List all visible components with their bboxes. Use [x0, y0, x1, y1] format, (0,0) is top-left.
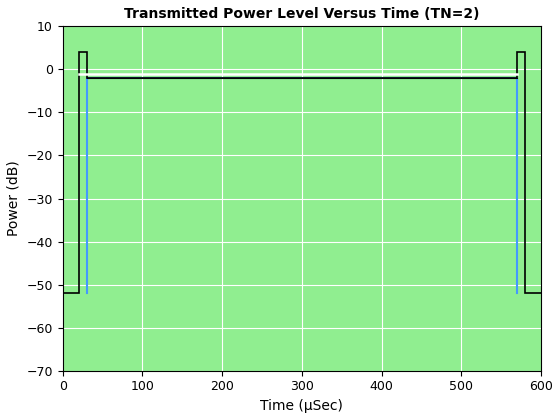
Title: Transmitted Power Level Versus Time (TN=2): Transmitted Power Level Versus Time (TN=… [124, 7, 480, 21]
Y-axis label: Power (dB): Power (dB) [7, 161, 21, 236]
X-axis label: Time (μSec): Time (μSec) [260, 399, 343, 413]
